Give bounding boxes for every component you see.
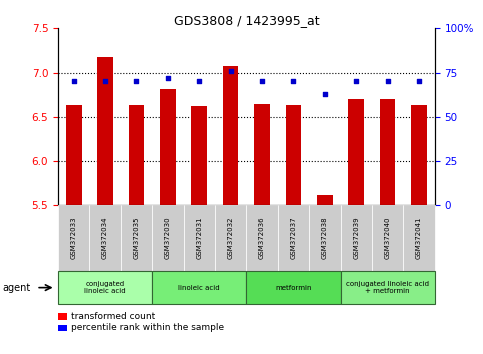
Text: GSM372037: GSM372037 — [290, 217, 297, 259]
Text: GSM372040: GSM372040 — [384, 217, 391, 259]
Point — [384, 79, 392, 84]
Text: GSM372035: GSM372035 — [133, 217, 140, 259]
Point — [101, 79, 109, 84]
Text: transformed count: transformed count — [71, 312, 156, 321]
Text: metformin: metformin — [275, 285, 312, 291]
Text: GSM372030: GSM372030 — [165, 217, 171, 259]
Bar — [254, 103, 270, 205]
Point — [321, 91, 328, 97]
Text: GSM372033: GSM372033 — [71, 217, 77, 259]
Text: linoleic acid: linoleic acid — [178, 285, 220, 291]
Point — [70, 79, 78, 84]
Text: GSM372039: GSM372039 — [353, 217, 359, 259]
Text: GSM372034: GSM372034 — [102, 217, 108, 259]
Point — [195, 79, 203, 84]
Bar — [66, 105, 82, 205]
Bar — [128, 105, 144, 205]
Point — [353, 79, 360, 84]
Point — [227, 68, 235, 74]
Text: conjugated linoleic acid
+ metformin: conjugated linoleic acid + metformin — [346, 281, 429, 294]
Bar — [223, 67, 239, 205]
Bar — [285, 105, 301, 205]
Title: GDS3808 / 1423995_at: GDS3808 / 1423995_at — [173, 14, 319, 27]
Text: agent: agent — [2, 282, 30, 293]
Point — [415, 79, 423, 84]
Bar — [380, 99, 396, 205]
Text: GSM372032: GSM372032 — [227, 217, 234, 259]
Text: conjugated
linoleic acid: conjugated linoleic acid — [84, 281, 126, 294]
Text: GSM372041: GSM372041 — [416, 217, 422, 259]
Bar — [317, 195, 333, 205]
Bar — [348, 99, 364, 205]
Text: GSM372038: GSM372038 — [322, 217, 328, 259]
Text: percentile rank within the sample: percentile rank within the sample — [71, 323, 225, 332]
Point — [258, 79, 266, 84]
Bar — [191, 106, 207, 205]
Point — [133, 79, 141, 84]
Bar — [411, 105, 427, 205]
Bar — [97, 57, 113, 205]
Text: GSM372031: GSM372031 — [196, 217, 202, 259]
Point — [290, 79, 298, 84]
Text: GSM372036: GSM372036 — [259, 217, 265, 259]
Bar — [160, 88, 176, 205]
Point — [164, 75, 172, 81]
